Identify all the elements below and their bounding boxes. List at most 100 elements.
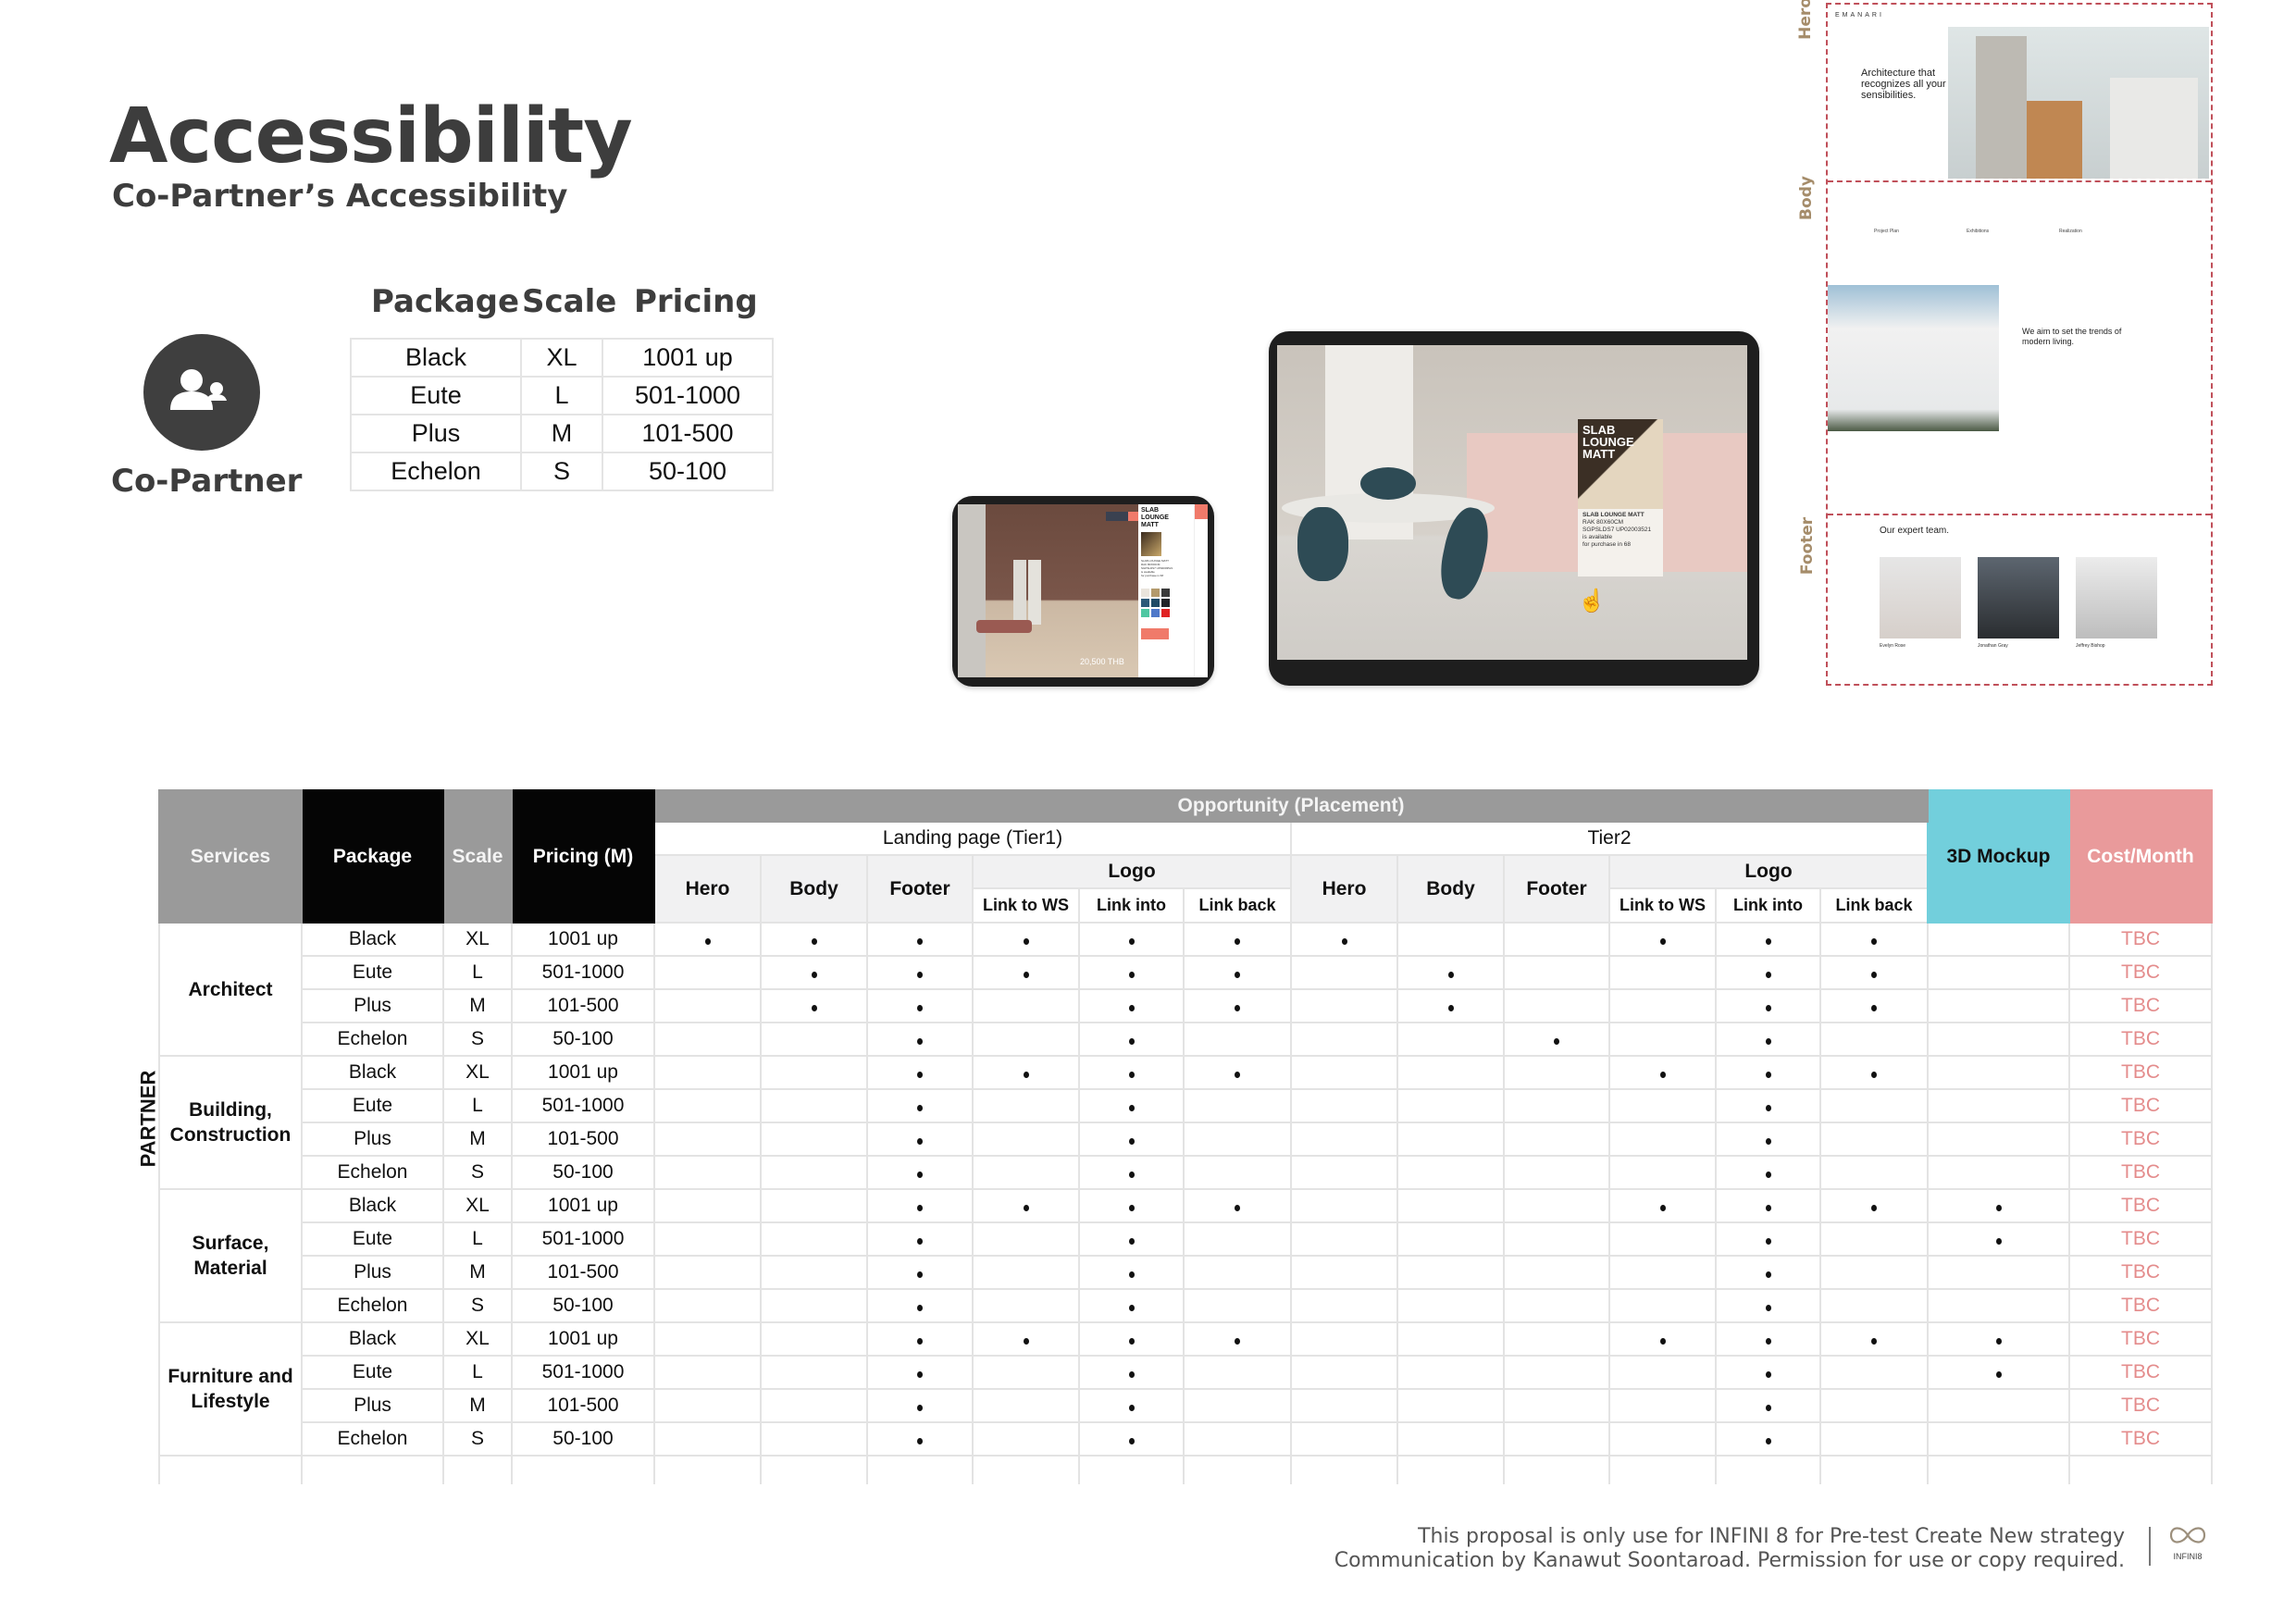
color-swatch[interactable] [1151,589,1160,597]
bullet-icon [1341,938,1347,945]
placement-cell [1290,1388,1398,1423]
feature-title: Realization [2059,229,2082,234]
product-info-line: RAK 80X60CM [1582,519,1624,526]
placement-cell [1503,922,1610,957]
placement-cell [1078,922,1185,957]
placement-cell [972,988,1080,1023]
table-row: Surface, Material Black XL 1001 up TBC [158,1188,2213,1323]
cell-package: Eute [301,1221,444,1257]
cell-scale: S [442,1022,513,1057]
header-tier1: Landing page (Tier1) [653,821,1292,856]
cell-package: Echelon [301,1421,444,1457]
color-swatch[interactable] [1161,609,1170,617]
placement-cell [972,1122,1080,1157]
cost-cell: TBC [2068,1055,2213,1090]
table-row: Plus M 101-500 TBC [159,1122,2213,1157]
header-t1-footer: Footer [866,854,974,924]
placement-cell [972,1321,1080,1357]
footer-disclaimer: This proposal is only use for INFINI 8 f… [1334,1525,2125,1573]
placement-cell [866,1355,974,1390]
tool-sidebar [1194,504,1208,677]
color-swatch[interactable] [1141,599,1149,607]
cell-pricing: 101-500 [511,988,655,1023]
placement-cell [866,922,974,957]
placement-cell [1078,988,1185,1023]
bullet-icon [917,1172,923,1178]
placement-cell [1290,922,1398,957]
cell-scale: M [442,1122,513,1157]
product-info-line: for purchase in 68 [1141,574,1164,577]
placement-cell [1608,1055,1717,1090]
placement-cell [1183,1055,1292,1090]
color-swatch[interactable] [1151,609,1160,617]
placement-cell [1608,1221,1717,1257]
bullet-icon [1447,1005,1454,1011]
cell-package: Plus [301,1255,444,1290]
placement-cell [1608,1122,1717,1157]
bullet-icon [1128,1238,1135,1245]
placement-cell [1078,1055,1185,1090]
header-services: Services [158,789,303,924]
placement-cell [1715,1321,1821,1357]
color-swatch[interactable] [1141,609,1149,617]
bullet-icon [1765,1138,1771,1145]
table-row: Echelon S 50-100 TBC [159,1421,2213,1457]
placement-cell [1503,1388,1610,1423]
product-info-line: SLAB LOUNGE MATT [1582,512,1644,518]
cell-scale: L [442,1088,513,1123]
placement-cell [1183,1255,1292,1290]
bullet-icon [1128,1405,1135,1411]
bullet-icon [1765,1405,1771,1411]
bullet-icon [917,1138,923,1145]
package-row: Black XL 1001 up [350,338,774,378]
placement-cell [1608,955,1717,990]
placement-cell [866,955,974,990]
cost-cell: TBC [2068,1022,2213,1057]
placement-cell [1819,1155,1929,1190]
bullet-icon [1128,1105,1135,1111]
bullet-icon [811,938,817,945]
bullet-icon [1995,1238,2002,1245]
bullet-icon [704,938,711,945]
placement-cell [972,1221,1080,1257]
cost-cell: TBC [2068,1288,2213,1323]
table-row: Eute L 501-1000 TBC [159,1221,2213,1257]
kitchen-render-image: SLAB LOUNGE MATT SLAB LOUNGE MATT RAK 80… [1277,345,1747,660]
bullet-icon [1128,1005,1135,1011]
placement-cell [1183,1022,1292,1057]
empty-cell [301,1455,444,1484]
placement-cell [1927,1122,2070,1157]
package-name: Echelon [350,452,522,491]
placement-cell [1819,1188,1929,1223]
placement-cell [1078,1022,1185,1057]
share-button[interactable] [1141,628,1169,639]
placement-cell [866,1255,974,1290]
placement-cell [1183,1122,1292,1157]
placement-cell [1183,1221,1292,1257]
bullet-icon [1765,1005,1771,1011]
placement-cell [1927,1388,2070,1423]
table-row: Plus M 101-500 TBC [159,1388,2213,1423]
table-row: Eute L 501-1000 TBC [159,955,2213,990]
placement-cell [1503,1421,1610,1457]
placement-cell [1608,1188,1717,1223]
product-panel: SLAB LOUNGE MATT SLAB LOUNGE MATT RAK 80… [1138,504,1194,677]
product-info-line: is available [1582,534,1613,540]
placement-cell [653,1188,762,1223]
color-swatch[interactable] [1141,589,1149,597]
product-info-line: is available [1141,570,1155,574]
header-pricing: Pricing (M) [511,789,655,924]
placement-cell [1715,1155,1821,1190]
placement-cell [1078,1122,1185,1157]
placement-cell [1715,1022,1821,1057]
placement-cell [866,988,974,1023]
color-swatch[interactable] [1161,599,1170,607]
color-swatch[interactable] [1161,589,1170,597]
product-info-line: SLAB LOUNGE MATT [1141,559,1169,563]
placement-cell [653,1221,762,1257]
placement-cell [1078,1321,1185,1357]
bullet-icon [1765,1238,1771,1245]
tool-icon[interactable] [1195,504,1208,519]
color-swatch[interactable] [1151,599,1160,607]
placement-cell [1290,1155,1398,1190]
